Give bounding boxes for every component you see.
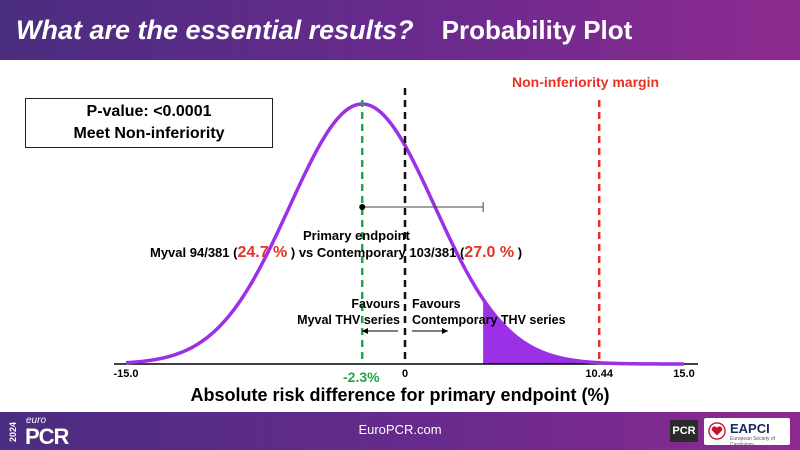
footer-bar: 2024 euro PCR EuroPCR.com PCR EAPCI Euro…	[0, 412, 800, 450]
favours-contemporary-label: Favours Contemporary THV series	[412, 296, 612, 328]
comparison-end: )	[514, 245, 523, 260]
logo-euro: euro	[26, 415, 47, 426]
primary-endpoint-comparison: Myval 94/381 (24.7 % ) vs Contemporary 1…	[150, 244, 522, 262]
favours-right-series: Contemporary THV series	[412, 313, 566, 327]
favours-left-series: Myval THV series	[297, 313, 400, 327]
slide-question: What are the essential results?	[16, 14, 414, 45]
favours-right-arrowhead	[442, 328, 448, 334]
contemporary-percent: 27.0 %	[464, 244, 515, 261]
non-inferiority-margin-label: Non-inferiority margin	[512, 74, 660, 90]
pcr-logo: PCR	[670, 420, 698, 442]
probability-curve	[125, 102, 684, 366]
slide-subtitle: Probability Plot	[441, 14, 633, 45]
footer-url[interactable]: EuroPCR.com	[358, 422, 442, 437]
x-tick-label: 0	[402, 368, 408, 380]
primary-endpoint-title: Primary endpoint	[303, 228, 410, 243]
result-box: P-value: <0.0001 Meet Non-inferiority	[25, 98, 273, 148]
point-estimate-label: -2.3%	[343, 369, 380, 385]
myval-count: Myval 94/381 (	[150, 245, 238, 260]
x-tick-label: 10.44	[585, 368, 613, 380]
myval-percent: 24.7 %	[237, 244, 288, 261]
non-inferiority-text: Meet Non-inferiority	[73, 125, 225, 142]
eapci-logo: EAPCI European Society of Cardiology	[704, 418, 790, 448]
favours-left-word: Favours	[351, 297, 400, 311]
x-tick-label: 15.0	[673, 368, 694, 380]
probability-plot: -15.0 0 10.44 15.0	[113, 88, 698, 380]
logo-pcr: PCR	[25, 424, 69, 449]
eapci-subtext: European Society of Cardiology	[730, 436, 776, 448]
favours-right-word: Favours	[412, 297, 461, 311]
title-bar: What are the essential results? Probabil…	[0, 0, 800, 60]
shaded-tail-area	[483, 299, 684, 364]
europcr-logo: 2024 euro PCR	[8, 415, 88, 449]
eapci-text: EAPCI	[730, 421, 770, 436]
point-estimate-marker	[359, 204, 366, 210]
favours-left-arrowhead	[362, 328, 368, 334]
x-tick-label: -15.0	[113, 368, 138, 380]
comparison-mid: ) vs Contemporary 103/381 (	[287, 245, 465, 260]
heart-icon	[708, 422, 726, 440]
p-value-text: P-value: <0.0001	[86, 103, 212, 120]
favours-myval-label: Favours Myval THV series	[280, 296, 400, 328]
x-axis-label: Absolute risk difference for primary end…	[190, 385, 610, 405]
